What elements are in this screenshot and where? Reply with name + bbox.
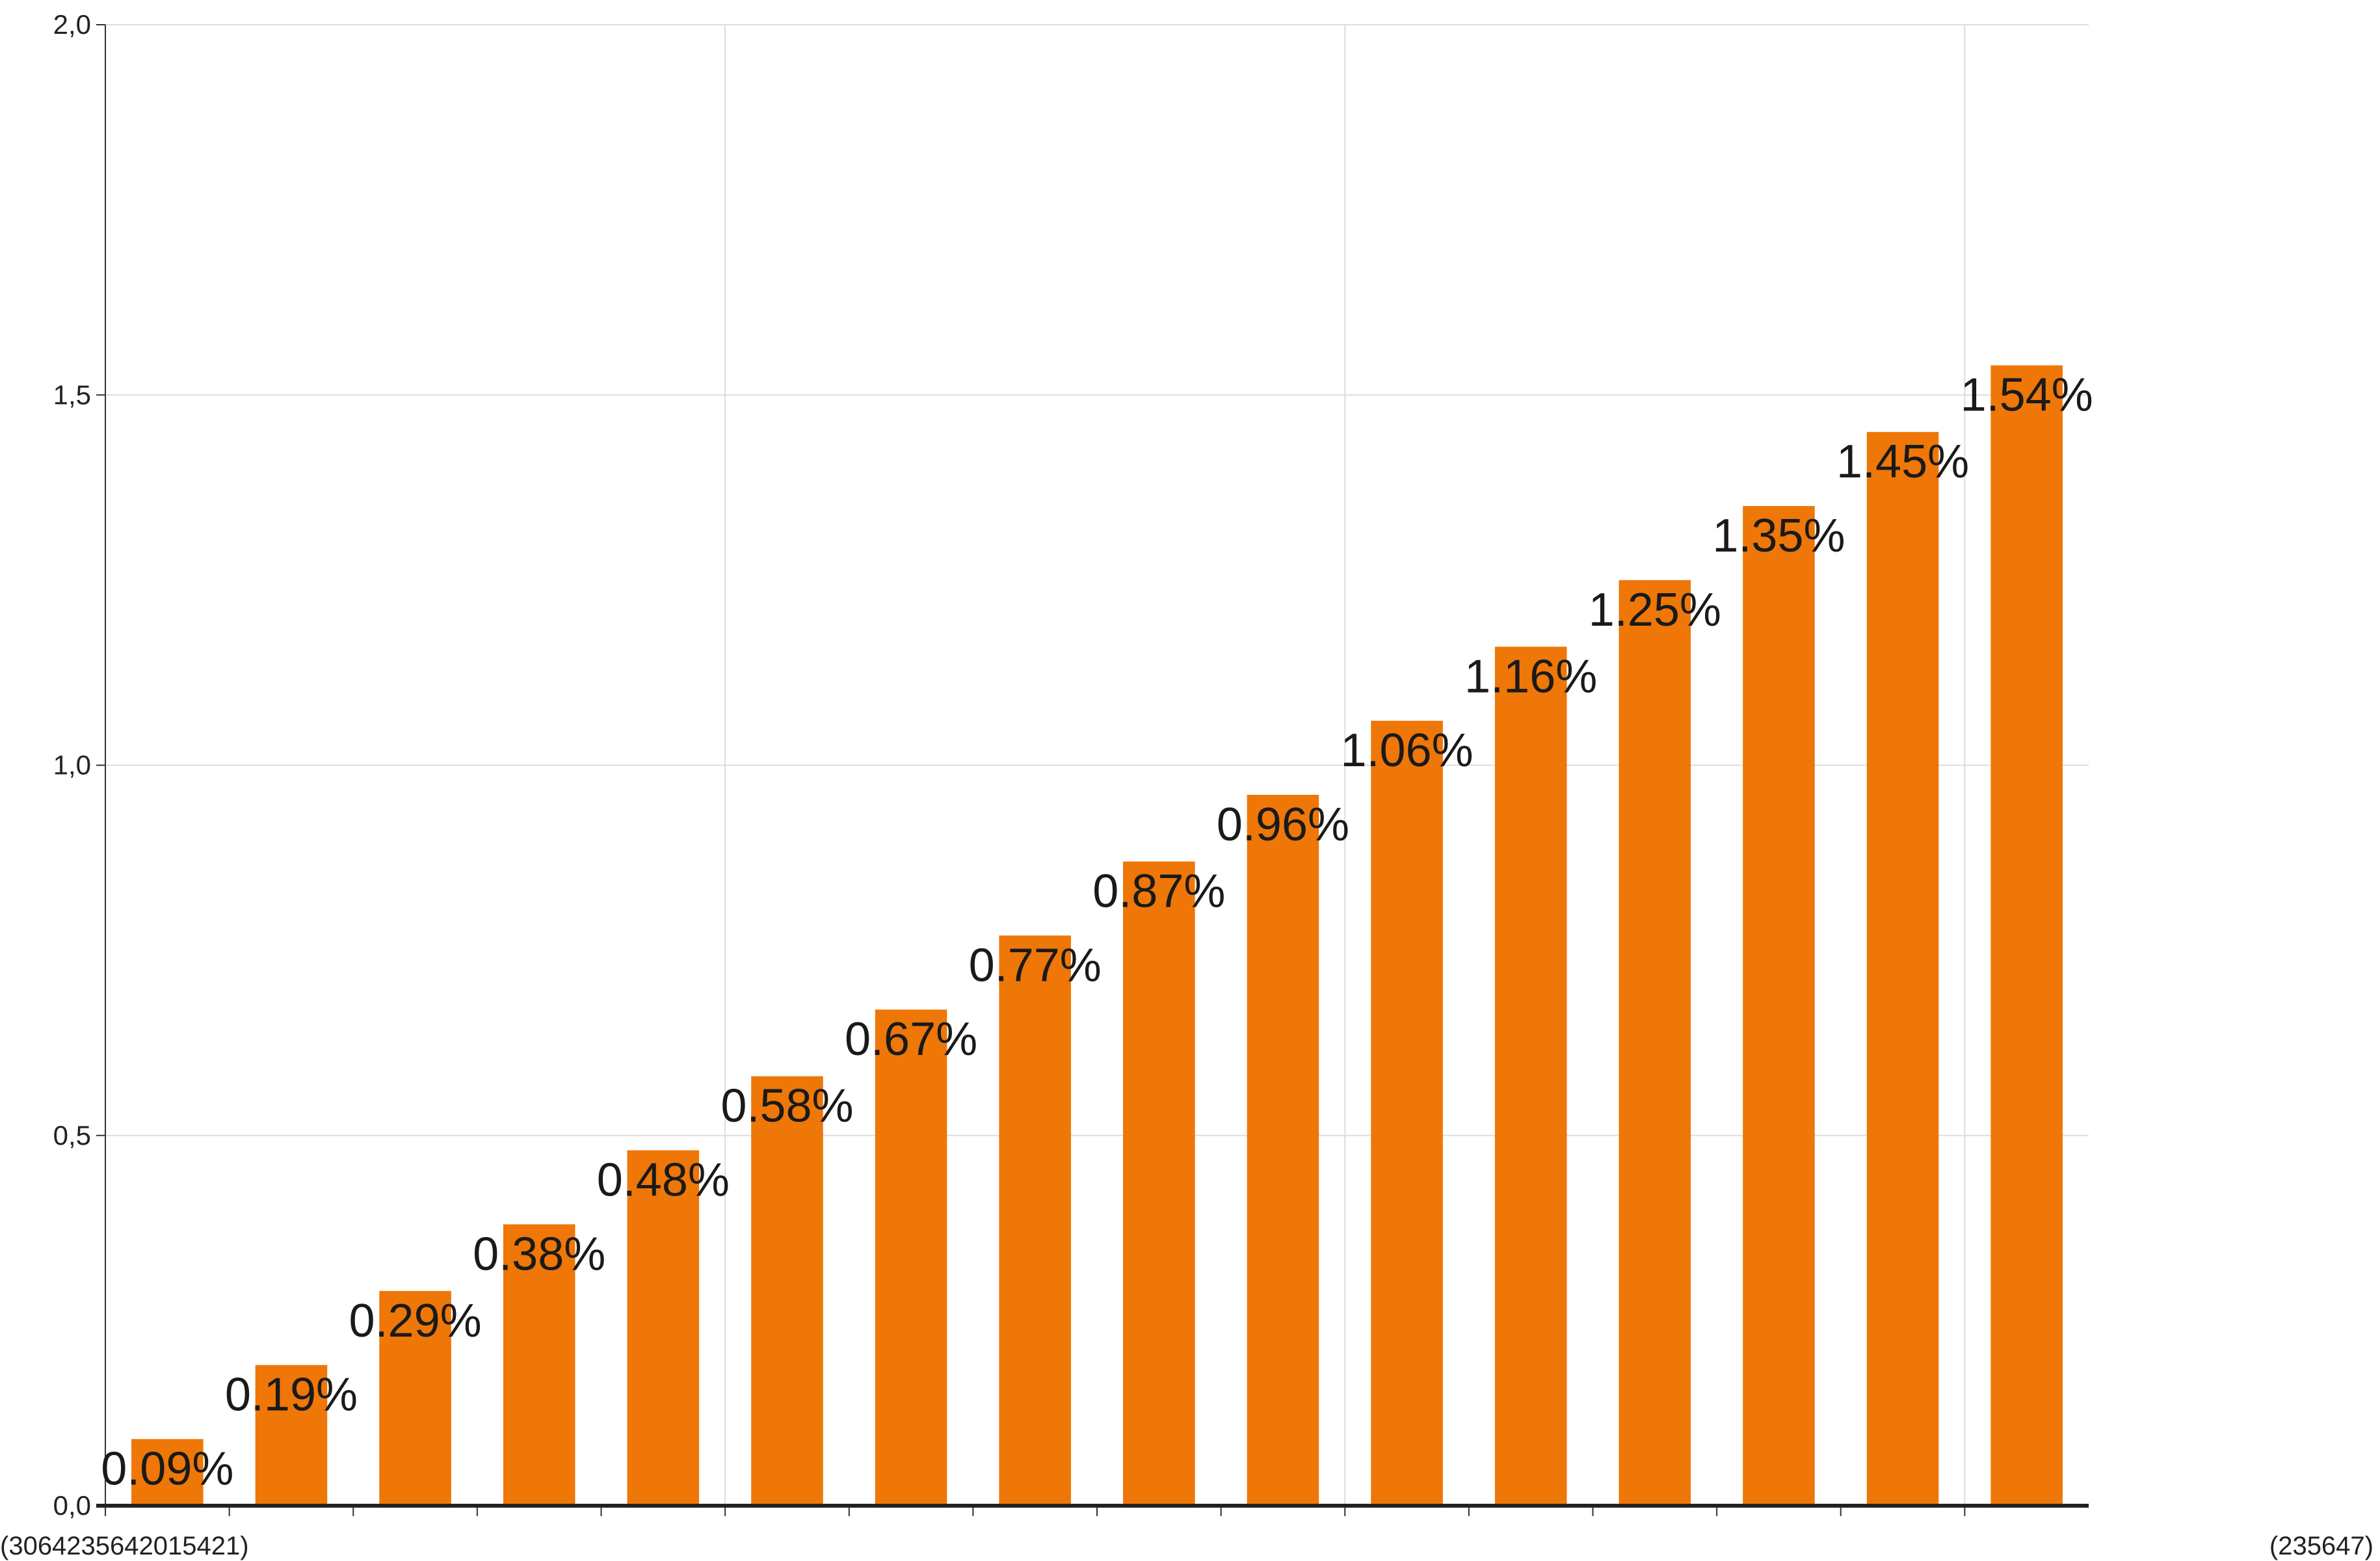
bar-data-label: 1.35% (1712, 510, 1845, 562)
y-tick-label: 1,5 (53, 379, 91, 410)
bar (379, 1290, 451, 1506)
bar-data-label: 0.77% (969, 939, 1102, 991)
bar (503, 1224, 575, 1506)
bar (627, 1150, 700, 1506)
y-tick-label: 1,0 (53, 750, 91, 780)
bar (751, 1076, 823, 1506)
bar-data-label: 0.29% (349, 1295, 481, 1347)
bar-data-label: 0.87% (1092, 866, 1225, 918)
bar (255, 1365, 328, 1506)
bar-data-label: 0.38% (473, 1228, 605, 1280)
y-tick-label: 2,0 (53, 9, 91, 40)
bar-data-label: 1.16% (1464, 650, 1597, 702)
bar (1743, 506, 1815, 1506)
bar-data-label: 0.67% (845, 1013, 977, 1065)
bar (1123, 861, 1195, 1506)
bar (999, 935, 1071, 1506)
bar-data-label: 0.09% (101, 1443, 233, 1495)
bar (1494, 647, 1567, 1506)
bar-data-label: 1.06% (1340, 725, 1473, 777)
bar (1619, 580, 1691, 1506)
bar-data-label: 0.96% (1217, 799, 1349, 851)
bar-data-label: 1.54% (1961, 369, 2093, 421)
x-category-label-first: (3064235642015421) (0, 1532, 249, 1560)
y-tick-label: 0,0 (53, 1490, 91, 1521)
y-tick-label: 0,5 (53, 1120, 91, 1151)
x-category-label-last: (235647) (2269, 1532, 2373, 1560)
bar (1866, 432, 1939, 1506)
bar (1247, 795, 1319, 1506)
bar (1990, 365, 2063, 1506)
bar-data-label: 1.45% (1836, 436, 1969, 488)
bar (131, 1439, 204, 1506)
bar-data-label: 0.19% (225, 1369, 358, 1421)
bar-data-label: 0.48% (597, 1154, 730, 1207)
bar-data-label: 1.25% (1589, 584, 1721, 636)
bar-data-label: 0.58% (721, 1080, 853, 1132)
bar (1371, 721, 1443, 1506)
data-labels: 0.09% 0.19% 0.29% 0.38% 0.48% 0.58% 0.67% 0.77%… (101, 369, 2093, 1495)
bars (131, 365, 2063, 1506)
bar (875, 1009, 947, 1506)
axes: 0,0 0,5 1,0 1,5 2,0 (53, 9, 2089, 1521)
